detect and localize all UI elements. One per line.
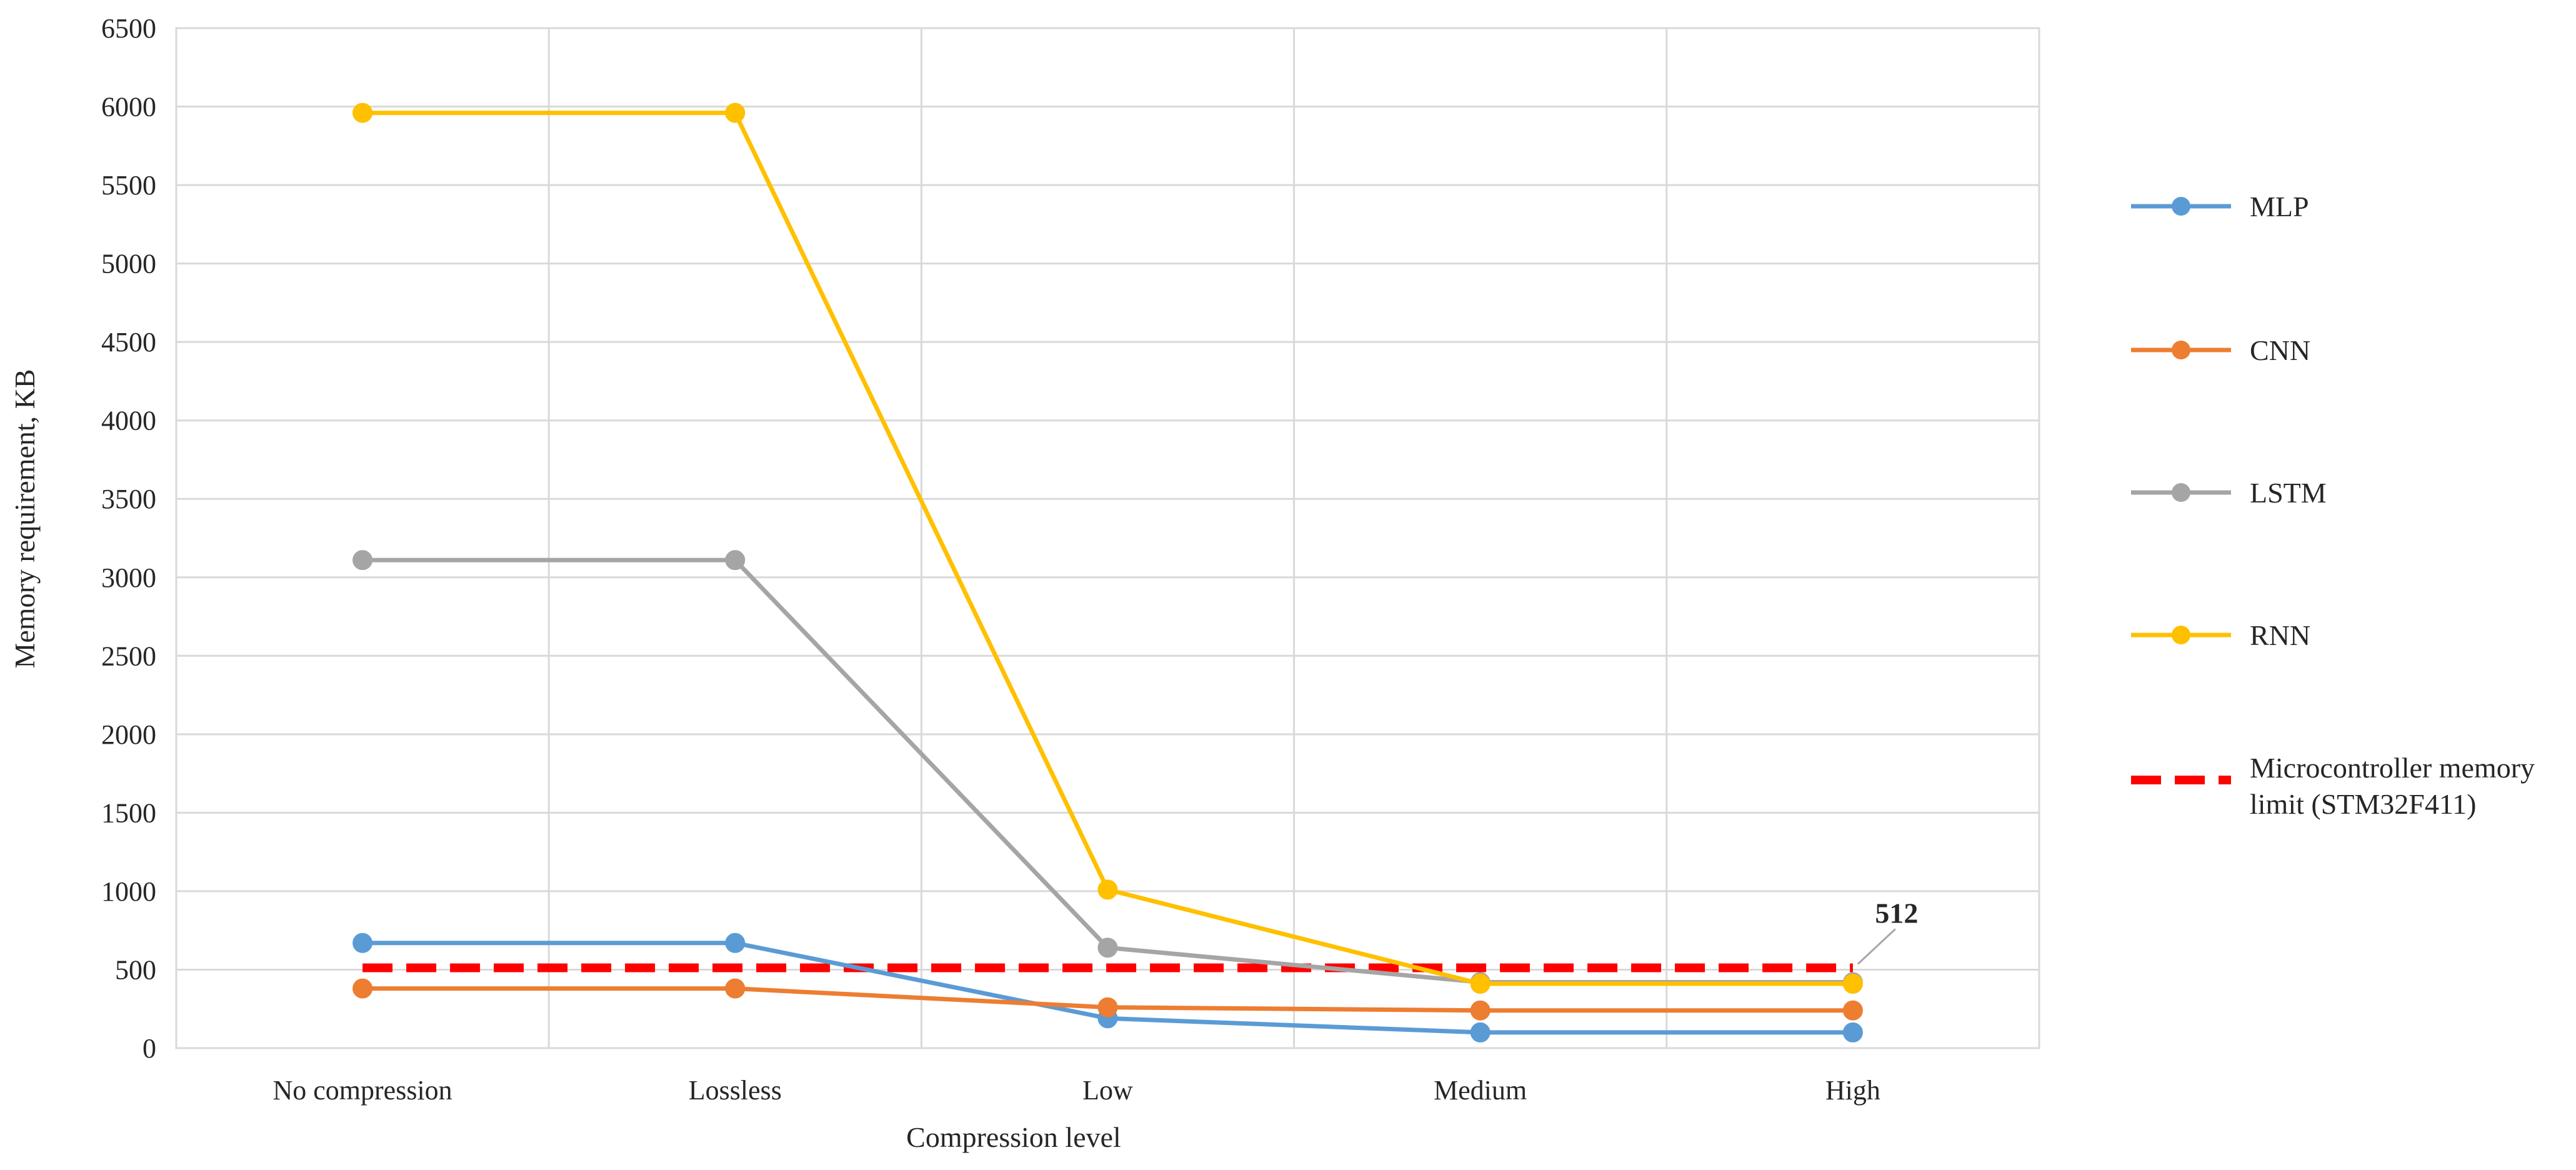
data-point — [1097, 997, 1118, 1018]
x-tick-label: High — [1825, 1075, 1880, 1106]
legend: MLP CNN LSTM RNN Microcontroller memory limit… — [2131, 191, 2535, 820]
series-mlp — [352, 932, 1863, 1042]
legend-marker — [2172, 626, 2190, 644]
legend-label: Microcontroller memory limit (STM32F411) — [2250, 752, 2535, 820]
data-point — [1842, 1022, 1863, 1042]
legend-item-rnn: RNN — [2131, 619, 2310, 651]
y-tick-label: 4500 — [101, 327, 156, 358]
data-point — [352, 550, 373, 571]
y-tick-label: 1500 — [101, 798, 156, 828]
series-layer — [352, 102, 1863, 1042]
data-point — [352, 102, 373, 123]
legend-item-lstm: LSTM — [2131, 477, 2327, 509]
y-tick-label: 6000 — [101, 92, 156, 122]
legend-item-microcontroller: Microcontroller memory limit (STM32F411) — [2131, 752, 2535, 820]
y-tick-label: 3500 — [101, 484, 156, 514]
y-tick-label: 0 — [142, 1033, 156, 1064]
data-point — [725, 102, 746, 123]
x-axis-title: Compression level — [906, 1121, 1121, 1153]
y-axis-ticks: 0 500 1000 1500 2000 2500 3000 3500 4000 4500 5000… — [101, 13, 156, 1064]
y-tick-label: 4000 — [101, 406, 156, 436]
data-point — [1470, 1000, 1490, 1021]
annotation-layer: 512 — [1857, 897, 1918, 965]
legend-label: LSTM — [2250, 477, 2327, 509]
x-axis-ticks: No compression Lossless Low Medium High — [273, 1075, 1880, 1106]
series-lstm — [352, 550, 1863, 992]
y-tick-label: 2000 — [101, 719, 156, 750]
series-line — [362, 111, 1853, 986]
series-line — [362, 558, 1853, 985]
plot-area-border — [175, 27, 2040, 1049]
plot-frame — [175, 27, 2040, 1049]
y-tick-label: 5000 — [101, 249, 156, 279]
legend-label: MLP — [2250, 191, 2309, 222]
series-rnn — [352, 102, 1863, 994]
legend-marker — [2172, 483, 2190, 502]
y-tick-label: 2500 — [101, 641, 156, 671]
data-point — [1470, 1022, 1490, 1042]
data-point — [725, 550, 746, 571]
data-point — [725, 932, 746, 953]
x-tick-label: Low — [1082, 1075, 1133, 1106]
annotation-leader-line — [1857, 928, 1896, 965]
y-tick-label: 3000 — [101, 562, 156, 593]
legend-marker — [2172, 197, 2190, 216]
x-tick-label: Lossless — [689, 1075, 782, 1106]
y-tick-label: 1000 — [101, 876, 156, 907]
legend-label: CNN — [2250, 334, 2310, 366]
data-point — [725, 978, 746, 999]
data-point — [352, 978, 373, 999]
data-point — [1097, 938, 1118, 958]
legend-marker — [2172, 341, 2190, 359]
data-point — [1842, 974, 1863, 994]
x-tick-label: Medium — [1434, 1075, 1527, 1106]
series-cnn — [352, 978, 1863, 1021]
data-point — [352, 932, 373, 953]
x-tick-label: No compression — [273, 1075, 452, 1106]
data-point — [1470, 974, 1490, 994]
data-point — [1097, 879, 1118, 900]
y-axis-title: Memory requirement, KB — [9, 369, 41, 668]
legend-label: RNN — [2250, 619, 2310, 651]
y-tick-label: 6500 — [101, 13, 156, 44]
y-tick-label: 500 — [115, 954, 156, 985]
data-point — [1842, 1000, 1863, 1021]
legend-item-mlp: MLP — [2131, 191, 2309, 222]
legend-item-cnn: CNN — [2131, 334, 2310, 366]
y-tick-label: 5500 — [101, 170, 156, 201]
annotation-label: 512 — [1875, 897, 1918, 929]
